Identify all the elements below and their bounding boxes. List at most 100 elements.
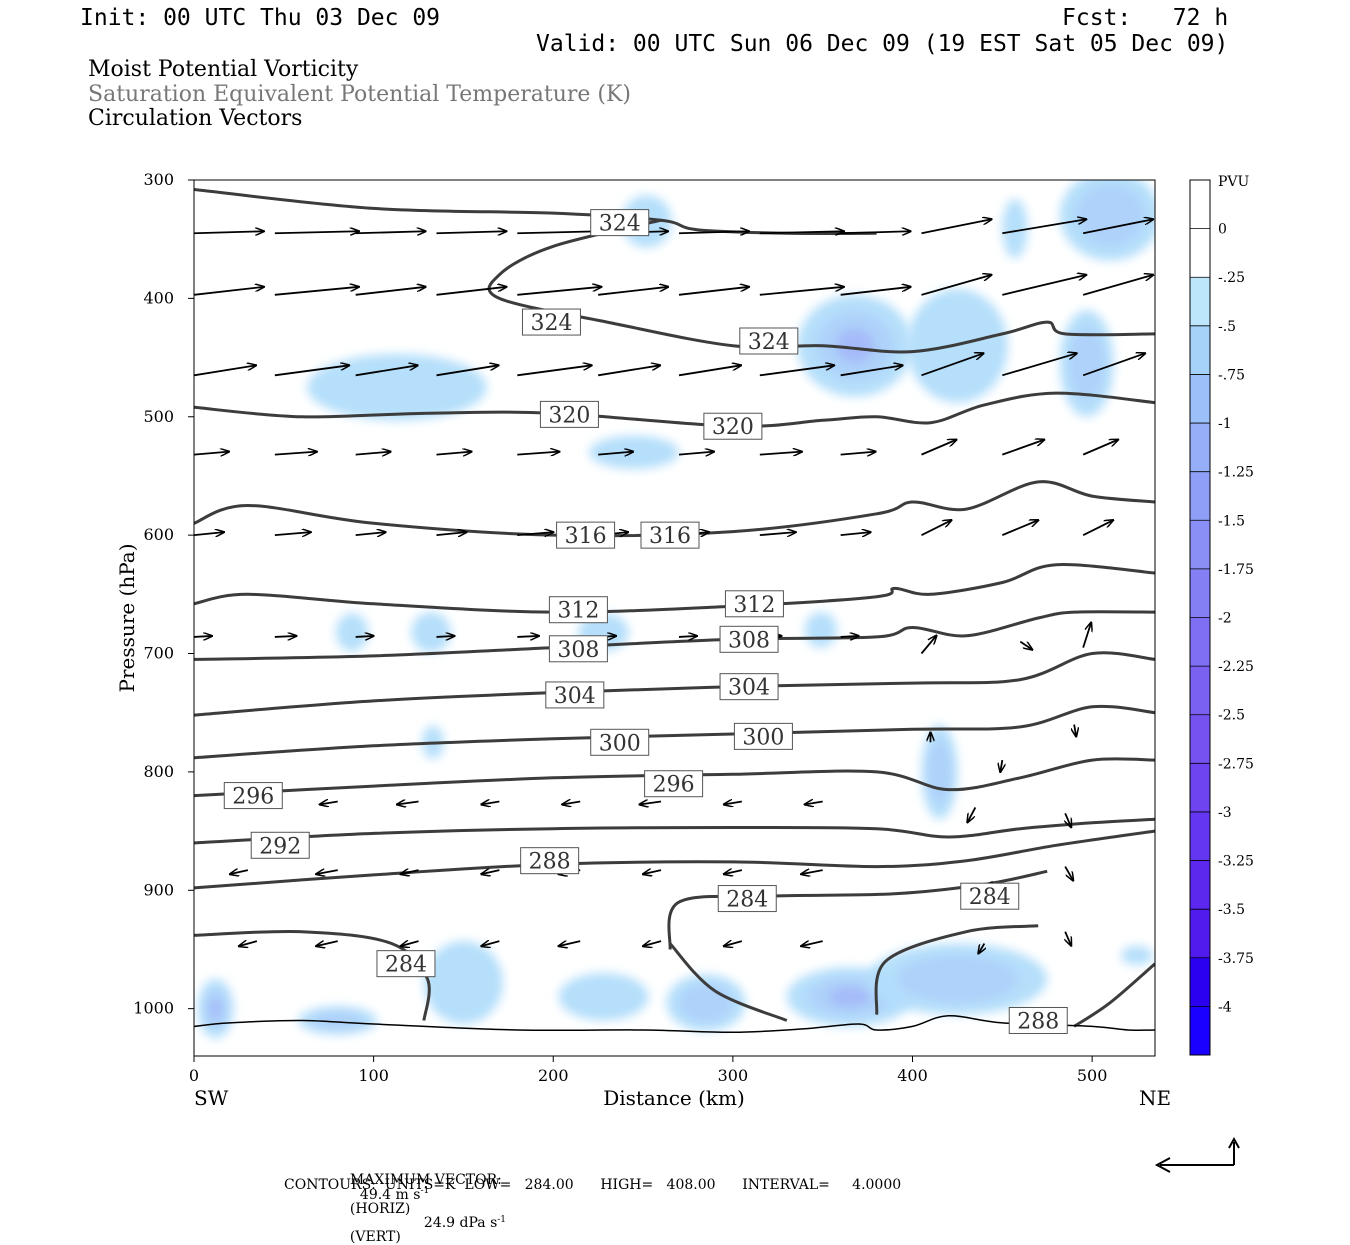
- mpv-blob: [558, 973, 649, 1021]
- contour-label-text: 316: [649, 524, 691, 549]
- contour-label-300: 300: [733, 722, 793, 750]
- contour-label-text: 324: [748, 330, 790, 355]
- vector-arrow: [921, 520, 951, 536]
- y-tick-label: 600: [143, 525, 174, 544]
- vector-arrow: [239, 941, 258, 946]
- max-vector-label: MAXIMUM VECTOR:: [349, 1172, 502, 1188]
- mpv-blob-edge: [1059, 310, 1114, 417]
- field-title-theta-es: Saturation Equivalent Potential Temperat…: [88, 82, 631, 107]
- vector-arrow: [724, 801, 743, 804]
- mpv-blob: [1059, 180, 1155, 261]
- y-tick-label: 300: [143, 170, 174, 189]
- field-title-mpv: Moist Potential Vorticity: [88, 57, 359, 82]
- vector-arrow: [978, 943, 984, 954]
- vector-arrow: [643, 870, 662, 874]
- contour-label-284: 284: [717, 885, 777, 913]
- contour-label-text: 284: [969, 885, 1011, 910]
- vector-arrow: [1002, 219, 1086, 235]
- contour-label-box: [521, 308, 581, 336]
- vector-arrow: [1002, 353, 1076, 377]
- colorbar-swatch: [1190, 374, 1210, 424]
- mpv-blob: [1002, 198, 1028, 259]
- contour-label-box: [719, 625, 779, 653]
- vector-arrow: [840, 365, 903, 377]
- mpv-blob-edge: [1059, 180, 1155, 261]
- vector-arrow: [194, 365, 256, 377]
- vector-arrow: [840, 452, 876, 455]
- vector-arrow: [1065, 931, 1071, 946]
- mpv-blob-edge: [558, 973, 649, 1021]
- contour-label-320: 320: [703, 412, 763, 440]
- vector-arrow: [1082, 275, 1153, 296]
- contour-label-box: [590, 728, 650, 756]
- colorbar-label: -1.75: [1218, 562, 1254, 578]
- x-tick-label: 400: [897, 1066, 928, 1085]
- contour-label-text: 308: [557, 638, 599, 663]
- vector-arrow: [517, 452, 559, 455]
- vector-arrow: [759, 365, 834, 377]
- mpv-blob-edge: [589, 435, 679, 469]
- valid-time: Valid: 00 UTC Sun 06 Dec 09 (19 EST Sat …: [536, 31, 1229, 57]
- contour-label-text: 300: [599, 731, 641, 756]
- colorbar-swatch: [1190, 325, 1210, 375]
- contour-label-288: 288: [1008, 1006, 1068, 1034]
- vector-arrow: [355, 452, 391, 455]
- vector-arrow: [1074, 724, 1076, 737]
- contour-284: [874, 924, 1039, 1015]
- vector-arrow: [230, 870, 249, 874]
- contour-label-box: [223, 782, 283, 810]
- max-vert-value: 24.9 dPa s: [423, 1215, 498, 1232]
- colorbar-swatch: [1190, 909, 1210, 959]
- contour-label-text: 308: [728, 628, 770, 653]
- mpv-blob-edge: [921, 724, 958, 820]
- mpv-blob: [804, 612, 838, 648]
- mpv-blob-edge: [307, 354, 487, 421]
- contour-label-box: [724, 590, 784, 618]
- contour-label-text: 288: [1017, 1009, 1059, 1034]
- colorbar-swatch: [1190, 471, 1210, 521]
- vector-arrow: [194, 532, 224, 535]
- vector-arrow: [481, 870, 500, 874]
- vector-arrow: [559, 941, 581, 946]
- vector-arrow: [517, 365, 591, 377]
- colorbar-label: -.25: [1218, 270, 1245, 286]
- mpv-blob: [197, 979, 234, 1039]
- contour-312: [194, 563, 1155, 614]
- contour-label-304: 304: [719, 673, 779, 701]
- vector-arrow: [194, 287, 264, 296]
- vector-arrow: [678, 365, 741, 377]
- contour-label-text: 316: [565, 524, 607, 549]
- mpv-shading: [197, 180, 1155, 1039]
- vector-arrow: [724, 941, 743, 946]
- contour-284: [668, 942, 788, 1022]
- colorbar-swatch: [1190, 666, 1210, 716]
- axes: 0 100 200 300 400 500 300 400 500 600 700 800 900 100…: [133, 170, 1107, 1085]
- colorbar-swatch: [1190, 860, 1210, 910]
- mpv-blob-edge: [1120, 945, 1154, 965]
- vector-arrow: [1065, 812, 1071, 827]
- vector-arrow: [562, 801, 581, 804]
- contour-label-296: 296: [223, 782, 283, 810]
- contour-label-text: 288: [529, 850, 571, 875]
- contour-label-296: 296: [644, 770, 704, 798]
- contour-label-320: 320: [539, 400, 599, 428]
- contour-label-box: [719, 673, 779, 701]
- vector-arrow: [678, 636, 697, 637]
- contour-label-box: [640, 521, 700, 549]
- vector-arrow: [840, 636, 859, 637]
- vector-arrow: [436, 636, 454, 637]
- vector-arrow: [678, 231, 749, 233]
- vector-arrow: [840, 231, 911, 233]
- contour-label-text: 312: [733, 593, 775, 618]
- contour-label-312: 312: [548, 596, 608, 624]
- contour-label-box: [376, 950, 436, 978]
- vector-arrow: [274, 287, 359, 296]
- contour-label-316: 316: [556, 521, 616, 549]
- colorbar-label: -3: [1218, 805, 1232, 821]
- vector-arrow: [436, 452, 471, 455]
- y-tick-label: 400: [143, 288, 174, 307]
- colorbar-label: -1.25: [1218, 465, 1254, 481]
- colorbar-label: -2: [1218, 611, 1232, 627]
- init-time: Init: 00 UTC Thu 03 Dec 09: [80, 5, 441, 31]
- colorbar-label: -3.75: [1218, 951, 1254, 967]
